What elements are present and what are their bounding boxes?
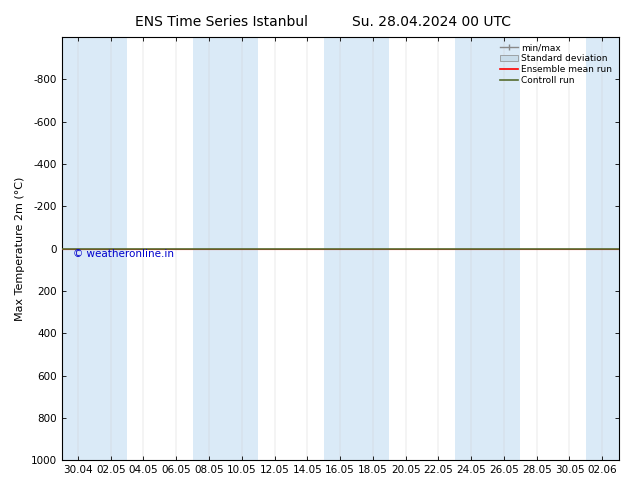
Bar [193,37,258,460]
Text: © weatheronline.in: © weatheronline.in [73,248,174,259]
Bar [61,37,127,460]
Bar [586,37,634,460]
Bar [324,37,389,460]
Bar [455,37,521,460]
Text: ENS Time Series Istanbul: ENS Time Series Istanbul [136,15,308,29]
Legend: min/max, Standard deviation, Ensemble mean run, Controll run: min/max, Standard deviation, Ensemble me… [498,42,614,87]
Y-axis label: Max Temperature 2m (°C): Max Temperature 2m (°C) [15,176,25,321]
Text: Su. 28.04.2024 00 UTC: Su. 28.04.2024 00 UTC [352,15,510,29]
